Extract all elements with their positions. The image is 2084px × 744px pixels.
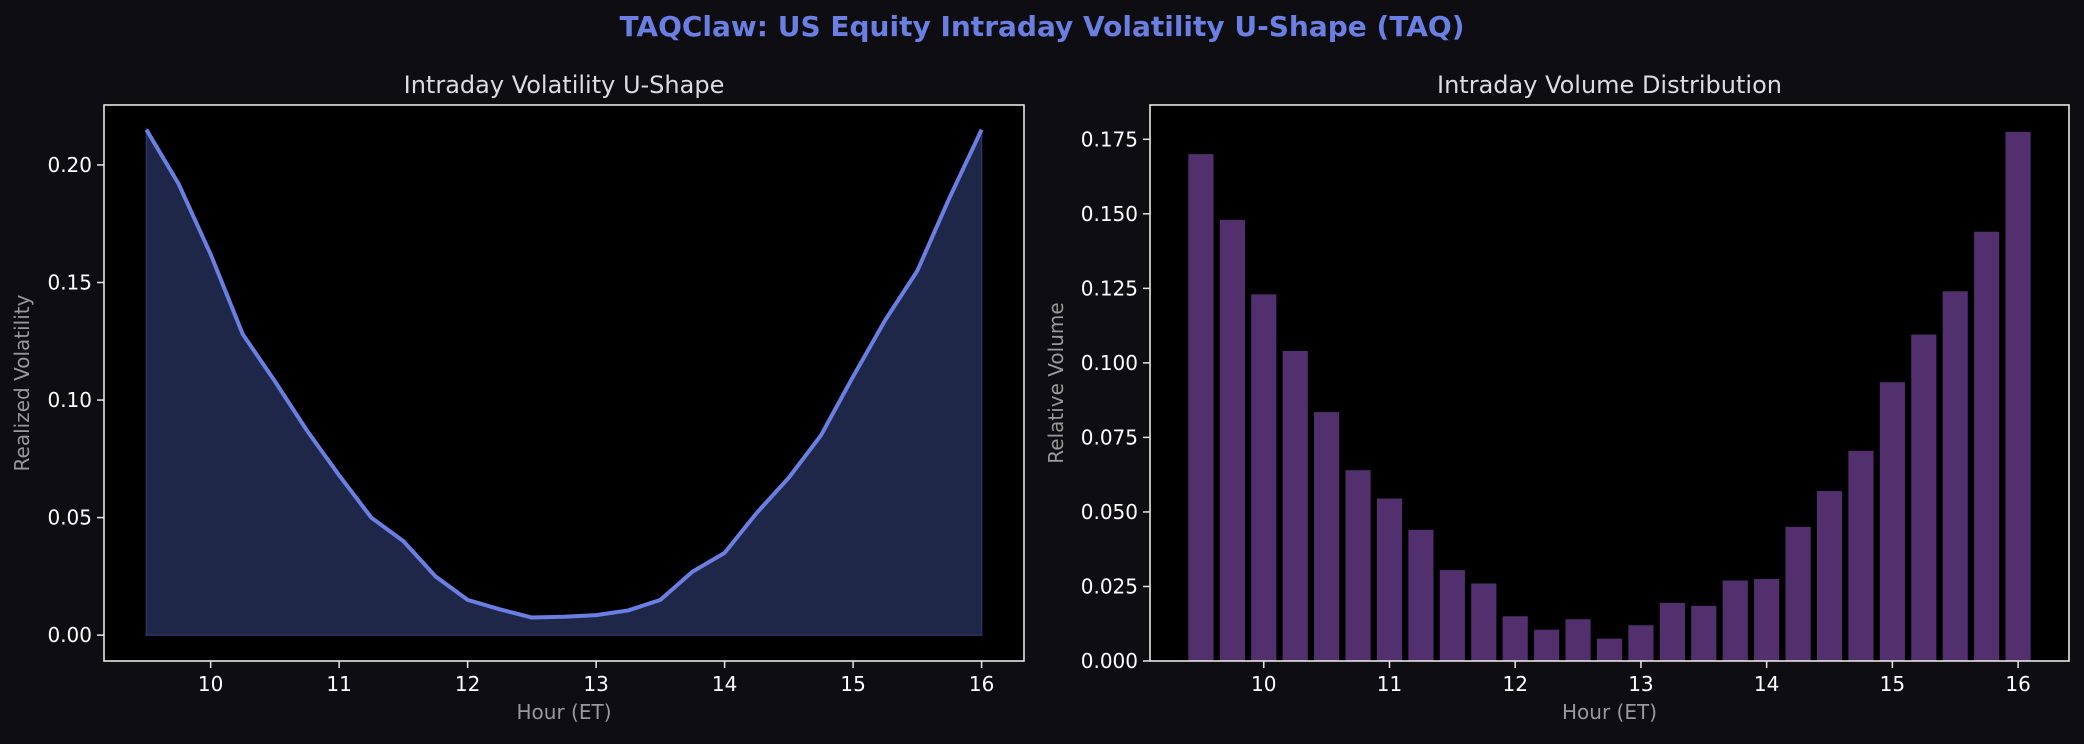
figure-title: TAQClaw: US Equity Intraday Volatility U… <box>619 10 1464 43</box>
plot-frame <box>103 104 1025 662</box>
volume-bar <box>1251 294 1277 661</box>
y-axis-label: Realized Volatility <box>10 294 34 471</box>
volume-bar <box>1534 629 1560 661</box>
x-tick-label: 16 <box>2005 672 2030 696</box>
y-tick-label: 0.125 <box>1081 276 1138 300</box>
volume-bar <box>1628 625 1654 661</box>
y-tick-label: 0.000 <box>1081 649 1138 673</box>
volume-bar <box>2005 131 2031 661</box>
volatility-line <box>144 128 984 620</box>
x-tick-label: 11 <box>326 672 351 696</box>
y-tick-label: 0.025 <box>1081 574 1138 598</box>
volume-bar <box>1188 154 1214 661</box>
volume-bar <box>1848 450 1874 661</box>
volume-bar <box>1785 526 1811 661</box>
x-axis-label: Hour (ET) <box>1562 700 1657 724</box>
volume-bar <box>1282 350 1308 661</box>
y-tick-label: 0.175 <box>1081 127 1138 151</box>
panel-title: Intraday Volatility U-Shape <box>404 71 725 99</box>
volume-bar <box>1754 579 1780 661</box>
y-tick-label: 0.150 <box>1081 202 1138 226</box>
volume-bar <box>1816 491 1843 661</box>
volume-bar <box>1659 602 1685 661</box>
y-tick-label: 0.050 <box>1081 500 1138 524</box>
x-axis-label: Hour (ET) <box>517 700 612 724</box>
volatility-panel: 10 11 12 13 14 15 16 0.00 0.05 0.10 0.15 0.20 Intrad… <box>10 71 1025 724</box>
volume-bar <box>1596 638 1623 661</box>
x-tick-label: 12 <box>455 672 480 696</box>
volume-bar <box>1502 616 1528 661</box>
volume-bar <box>1565 619 1591 661</box>
panel-title: Intraday Volume Distribution <box>1437 71 1782 99</box>
x-tick-label: 15 <box>840 672 865 696</box>
volume-bar <box>1219 219 1245 662</box>
plot-frame <box>1149 104 2070 662</box>
x-tick-label: 12 <box>1502 672 1527 696</box>
x-tick-label: 15 <box>1880 672 1905 696</box>
x-tick-label: 10 <box>1251 672 1276 696</box>
x-tick-label: 14 <box>712 672 737 696</box>
x-tick-label: 13 <box>583 672 608 696</box>
volume-bar <box>1376 498 1403 661</box>
volume-bar <box>1722 580 1748 661</box>
y-axis-label: Relative Volume <box>1044 302 1068 463</box>
volume-bar <box>1408 529 1434 661</box>
volume-bar <box>1942 291 1968 661</box>
y-tick-label: 0.075 <box>1081 425 1138 449</box>
y-tick-label: 0.00 <box>47 623 92 647</box>
y-tick-label: 0.10 <box>47 388 92 412</box>
x-tick-label: 11 <box>1377 672 1402 696</box>
y-tick-label: 0.100 <box>1081 351 1138 375</box>
y-tick-label: 0.05 <box>47 506 92 530</box>
y-tick-label: 0.15 <box>47 270 92 294</box>
volume-bar <box>1879 382 1905 661</box>
y-tick-label: 0.20 <box>47 153 92 177</box>
volume-bar <box>1911 334 1937 661</box>
volume-bar <box>1471 583 1497 661</box>
volume-bar <box>1439 570 1465 661</box>
volume-bar <box>1345 470 1371 661</box>
x-tick-label: 10 <box>198 672 223 696</box>
x-tick-label: 13 <box>1628 672 1653 696</box>
volume-bar <box>1314 412 1340 661</box>
volume-panel: 10 11 12 13 14 15 16 0.000 0.025 0.050 0.075 0.100 0… <box>1044 71 2070 724</box>
x-tick-label: 14 <box>1754 672 1779 696</box>
x-tick-label: 16 <box>969 672 994 696</box>
volume-bar <box>1974 231 2000 662</box>
volume-bar <box>1691 605 1717 661</box>
